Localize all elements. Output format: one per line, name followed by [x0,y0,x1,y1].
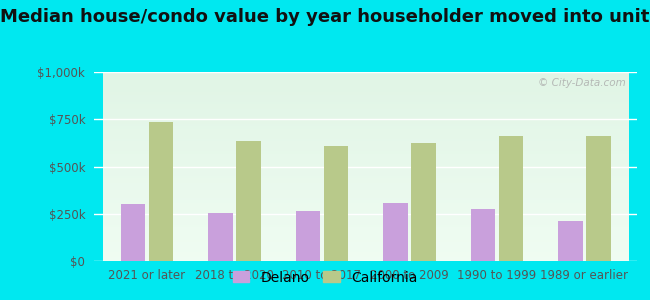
Bar [383,203,408,261]
Text: Median house/condo value by year householder moved into unit: Median house/condo value by year househo… [0,8,650,26]
Bar [586,136,611,261]
Text: © City-Data.com: © City-Data.com [538,78,626,88]
Bar [120,204,145,261]
Bar [296,212,320,261]
Bar [471,209,495,261]
Bar [208,213,233,261]
Bar [411,143,436,261]
Bar [499,136,523,261]
Legend: Delano, California: Delano, California [227,265,423,290]
Bar [236,141,261,261]
Bar [324,146,348,261]
Bar [148,122,173,261]
Bar [558,221,583,261]
